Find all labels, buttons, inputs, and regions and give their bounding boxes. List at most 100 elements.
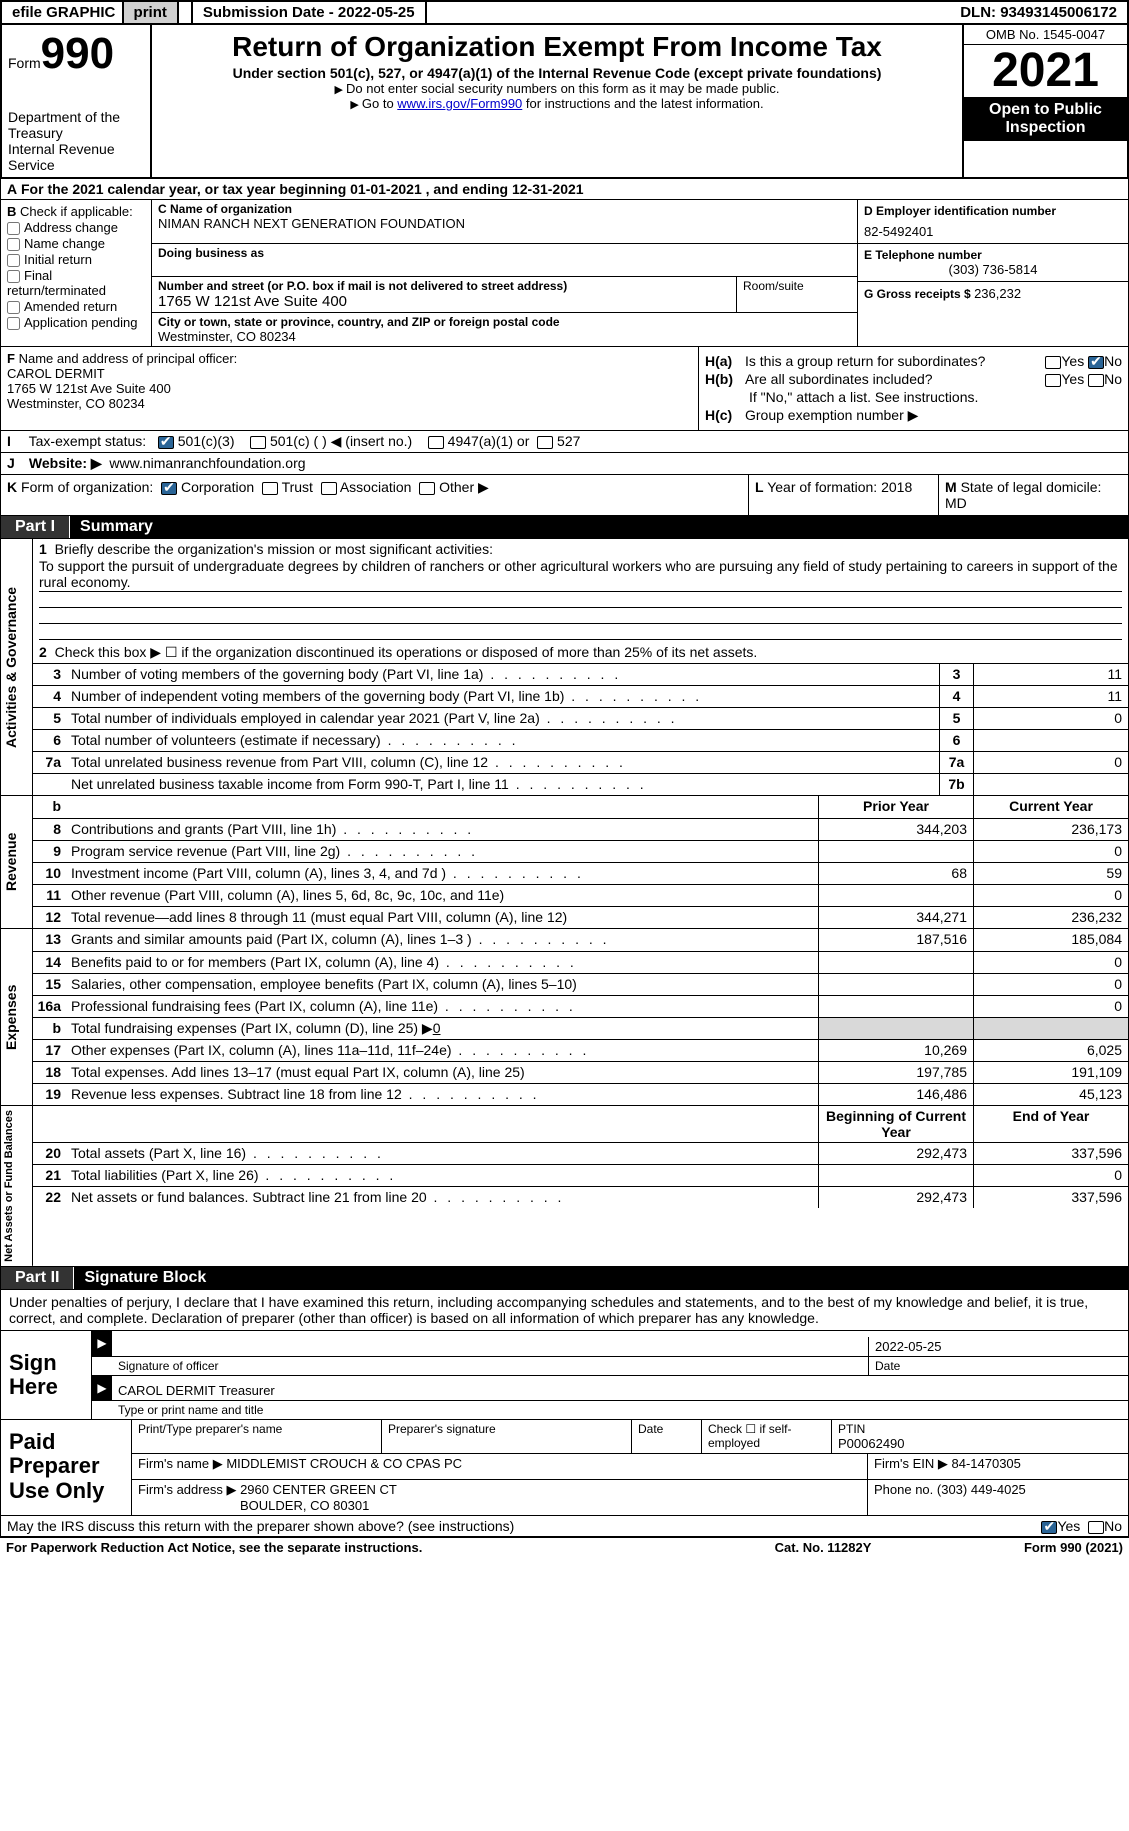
line-16a: 16aProfessional fundraising fees (Part I…	[33, 995, 1128, 1017]
line-6: 6Total number of volunteers (estimate if…	[33, 729, 1128, 751]
line-15: 15Salaries, other compensation, employee…	[33, 973, 1128, 995]
sign-here-label: Sign Here	[1, 1331, 91, 1419]
line-10: 10Investment income (Part VIII, column (…	[33, 862, 1128, 884]
line-7a: 7aTotal unrelated business revenue from …	[33, 751, 1128, 773]
org-name: NIMAN RANCH NEXT GENERATION FOUNDATION	[158, 216, 851, 231]
year-formation: 2018	[881, 479, 912, 495]
year-cell: OMB No. 1545-0047 2021 Open to Public In…	[962, 25, 1127, 177]
tax-year: 2021	[964, 45, 1127, 97]
discuss-yes-checkbox[interactable]	[1041, 1521, 1057, 1534]
org-street: 1765 W 121st Ave Suite 400	[158, 293, 730, 310]
row-j-website: J Website: ▶ www.nimanranchfoundation.or…	[0, 453, 1129, 475]
form-header: Form990 Department of the Treasury Inter…	[0, 25, 1129, 179]
form-title-cell: Return of Organization Exempt From Incom…	[152, 25, 962, 177]
form-title: Return of Organization Exempt From Incom…	[158, 31, 956, 63]
principal-officer: F Name and address of principal officer:…	[1, 347, 698, 430]
officer-group-block: F Name and address of principal officer:…	[0, 347, 1129, 431]
chk-address-change[interactable]: Address change	[7, 220, 145, 235]
line-22: 22Net assets or fund balances. Subtract …	[33, 1186, 1128, 1208]
chk-amended-return[interactable]: Amended return	[7, 299, 145, 314]
line-7b: Net unrelated business taxable income fr…	[33, 773, 1128, 795]
omb-number: OMB No. 1545-0047	[964, 25, 1127, 45]
treasury-dept: Department of the Treasury Internal Reve…	[8, 109, 144, 173]
col-d-ein: D Employer identification number 82-5492…	[858, 200, 1128, 346]
line-21: 21Total liabilities (Part X, line 26)0	[33, 1164, 1128, 1186]
line-12: 12Total revenue—add lines 8 through 11 (…	[33, 906, 1128, 928]
col-c-org-name: C Name of organization NIMAN RANCH NEXT …	[151, 200, 858, 346]
page-footer: For Paperwork Reduction Act Notice, see …	[0, 1537, 1129, 1557]
top-toolbar: efile GRAPHIC print Submission Date - 20…	[0, 0, 1129, 25]
row-k-form-org: K Form of organization: Corporation Trus…	[0, 475, 1129, 516]
chk-final-return[interactable]: Final return/terminated	[7, 268, 145, 298]
line-8: 8Contributions and grants (Part VIII, li…	[33, 818, 1128, 840]
col-b-checkboxes: B Check if applicable: Address change Na…	[1, 200, 151, 346]
sign-here-block: Sign Here ▶ 2022-05-25 Signature of offi…	[0, 1331, 1129, 1420]
efile-label: efile GRAPHIC print	[2, 2, 193, 23]
perjury-statement: Under penalties of perjury, I declare th…	[0, 1290, 1129, 1331]
mission-text: To support the pursuit of undergraduate …	[39, 557, 1122, 592]
form-number-cell: Form990 Department of the Treasury Inter…	[2, 25, 152, 177]
line-3: 3Number of voting members of the governi…	[33, 663, 1128, 685]
firm-phone: (303) 449-4025	[937, 1482, 1026, 1497]
print-button[interactable]: print	[122, 0, 179, 25]
line-9: 9Program service revenue (Part VIII, lin…	[33, 840, 1128, 862]
summary-net-assets: Net Assets or Fund Balances Beginning of…	[0, 1106, 1129, 1267]
vlabel-revenue: Revenue	[1, 796, 33, 928]
org-city: Westminster, CO 80234	[158, 329, 851, 344]
vlabel-net-assets: Net Assets or Fund Balances	[1, 1106, 33, 1266]
arrow-icon: ▶	[92, 1331, 112, 1356]
net-header-row: Beginning of Current YearEnd of Year	[33, 1106, 1128, 1142]
vlabel-expenses: Expenses	[1, 929, 33, 1105]
form-subtitle: Under section 501(c), 527, or 4947(a)(1)…	[158, 65, 956, 81]
sign-date: 2022-05-25	[868, 1337, 1128, 1356]
line-18: 18Total expenses. Add lines 13–17 (must …	[33, 1061, 1128, 1083]
telephone: (303) 736-5814	[864, 262, 1122, 277]
line-14: 14Benefits paid to or for members (Part …	[33, 951, 1128, 973]
room-suite-label: Room/suite	[737, 277, 857, 312]
ein-value: 82-5492401	[864, 224, 1122, 239]
line-17: 17Other expenses (Part IX, column (A), l…	[33, 1039, 1128, 1061]
irs-discuss-row: May the IRS discuss this return with the…	[0, 1516, 1129, 1537]
line-19: 19Revenue less expenses. Subtract line 1…	[33, 1083, 1128, 1105]
row-a-tax-year: AFor the 2021 calendar year, or tax year…	[0, 179, 1129, 200]
website-url: www.nimanranchfoundation.org	[109, 455, 305, 471]
row-i-tax-exempt: I Tax-exempt status: 501(c)(3) 501(c) ( …	[0, 431, 1129, 453]
firm-address-2: BOULDER, CO 80301	[240, 1498, 369, 1513]
open-to-public: Open to Public Inspection	[964, 97, 1127, 141]
summary-revenue: Revenue bPrior YearCurrent Year 8Contrib…	[0, 796, 1129, 929]
instructions-note: Go to www.irs.gov/Form990 for instructio…	[158, 96, 956, 111]
chk-application-pending[interactable]: Application pending	[7, 315, 145, 330]
dln: DLN: 93493145006172	[950, 2, 1127, 23]
part-1-header: Part ISummary	[0, 516, 1129, 539]
line-13: 13Grants and similar amounts paid (Part …	[33, 929, 1128, 951]
chk-initial-return[interactable]: Initial return	[7, 252, 145, 267]
gross-receipts: 236,232	[974, 286, 1021, 301]
paid-preparer-block: Paid Preparer Use Only Print/Type prepar…	[0, 1420, 1129, 1516]
line-4: 4Number of independent voting members of…	[33, 685, 1128, 707]
part-2-header: Part IISignature Block	[0, 1267, 1129, 1290]
firm-ein: 84-1470305	[951, 1456, 1020, 1471]
org-info-block: B Check if applicable: Address change Na…	[0, 200, 1129, 347]
irs-link[interactable]: www.irs.gov/Form990	[397, 96, 522, 111]
summary-expenses: Expenses 13Grants and similar amounts pa…	[0, 929, 1129, 1106]
arrow-icon: ▶	[92, 1376, 112, 1400]
chk-name-change[interactable]: Name change	[7, 236, 145, 251]
line-11: 11Other revenue (Part VIII, column (A), …	[33, 884, 1128, 906]
line-20: 20Total assets (Part X, line 16)292,4733…	[33, 1142, 1128, 1164]
summary-governance: Activities & Governance 1 Briefly descri…	[0, 539, 1129, 796]
line-5: 5Total number of individuals employed in…	[33, 707, 1128, 729]
revenue-header-row: bPrior YearCurrent Year	[33, 796, 1128, 818]
paid-preparer-label: Paid Preparer Use Only	[1, 1420, 131, 1515]
officer-name: CAROL DERMIT Treasurer	[112, 1381, 1128, 1400]
vlabel-governance: Activities & Governance	[1, 539, 33, 795]
state-domicile: MD	[945, 495, 967, 511]
submission-date: Submission Date - 2022-05-25	[193, 2, 427, 23]
mission-row: 1 Briefly describe the organization's mi…	[33, 539, 1128, 642]
firm-address-1: 2960 CENTER GREEN CT	[240, 1482, 397, 1497]
line-16b: bTotal fundraising expenses (Part IX, co…	[33, 1017, 1128, 1039]
line-2: 2 Check this box ▶ ☐ if the organization…	[33, 642, 1128, 663]
privacy-note: Do not enter social security numbers on …	[158, 81, 956, 96]
group-return: H(a)Is this a group return for subordina…	[698, 347, 1128, 430]
firm-name: MIDDLEMIST CROUCH & CO CPAS PC	[226, 1456, 462, 1471]
discuss-no-checkbox[interactable]	[1088, 1521, 1104, 1534]
